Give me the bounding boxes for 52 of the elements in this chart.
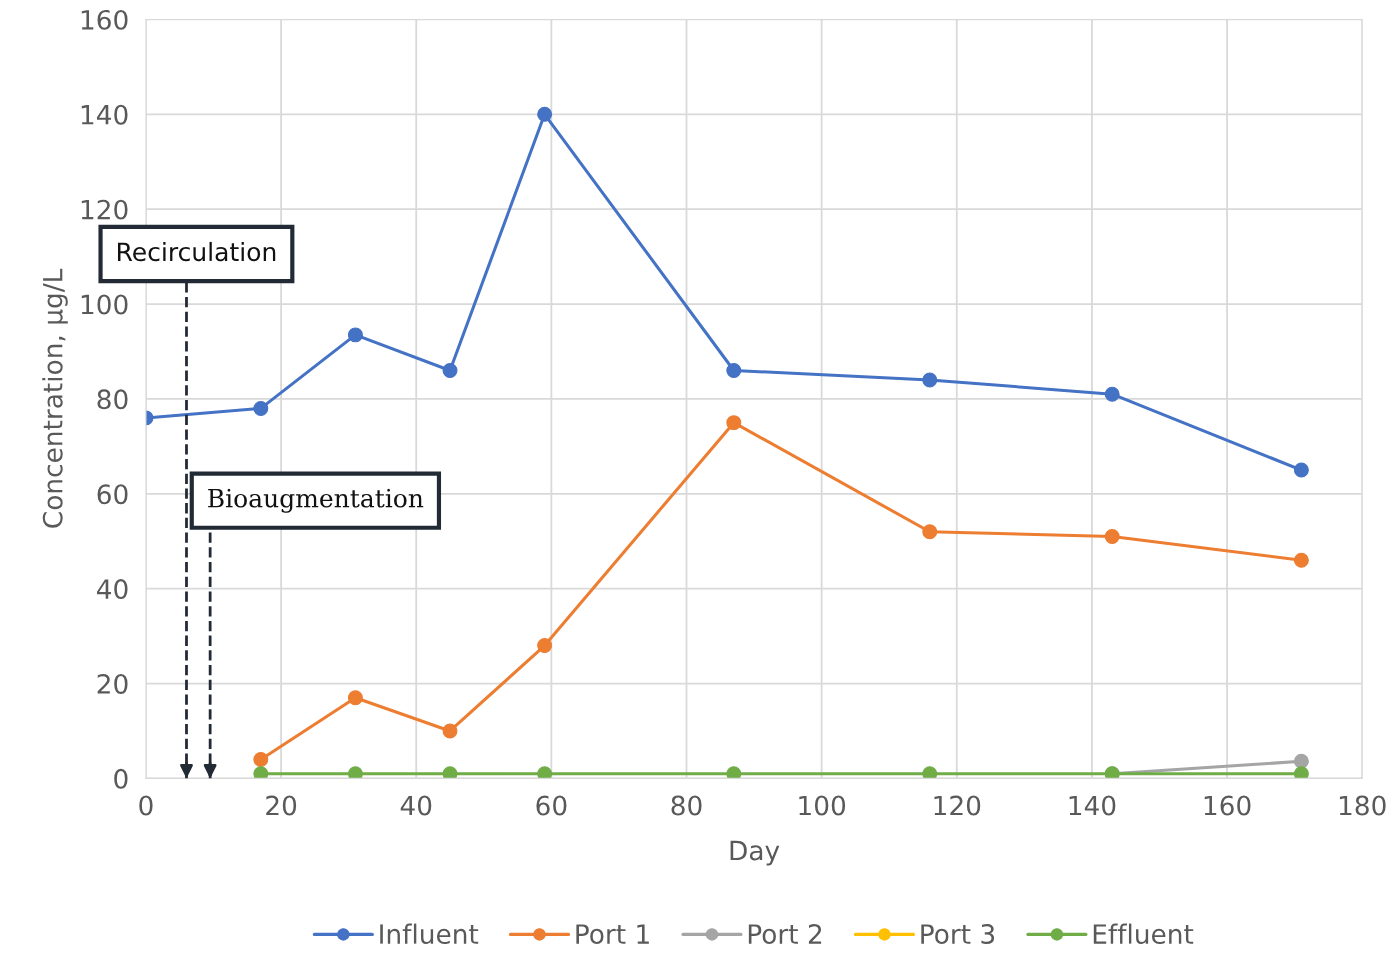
ref-line-label: Recirculation bbox=[118, 241, 276, 262]
x-axis-title: Day bbox=[730, 840, 780, 866]
y-tick-label: 120 bbox=[81, 199, 128, 220]
y-tick-label: 20 bbox=[97, 673, 128, 694]
x-tick-label: 100 bbox=[799, 795, 846, 816]
y-tick-label: 160 bbox=[81, 9, 128, 30]
point bbox=[726, 766, 742, 779]
point bbox=[253, 751, 269, 767]
point bbox=[347, 690, 363, 706]
y-tick-label: 100 bbox=[81, 294, 128, 315]
point bbox=[1293, 766, 1309, 779]
point bbox=[442, 363, 458, 378]
x-tick-label: 160 bbox=[1204, 795, 1251, 816]
x-tick-label: 60 bbox=[536, 795, 567, 816]
y-tick-label: 60 bbox=[97, 484, 128, 505]
y-tick-label: 140 bbox=[81, 104, 128, 125]
point bbox=[537, 638, 553, 654]
ref-line-label: Bioaugmentation bbox=[208, 488, 424, 513]
x-tick-label: 180 bbox=[1339, 795, 1386, 816]
point bbox=[726, 363, 742, 378]
y-tick-label: 40 bbox=[96, 579, 128, 600]
point bbox=[253, 400, 269, 416]
point bbox=[253, 766, 269, 779]
legend-label: Port 3 bbox=[921, 924, 995, 945]
point bbox=[442, 766, 458, 779]
legend-label: Port 1 bbox=[576, 924, 649, 945]
point bbox=[922, 524, 938, 540]
legend-label: Port 2 bbox=[748, 924, 822, 945]
legend-label: Influent bbox=[380, 923, 479, 945]
point bbox=[1104, 529, 1120, 544]
point bbox=[726, 415, 742, 431]
y-tick-label: 80 bbox=[97, 389, 128, 410]
point bbox=[1104, 386, 1120, 402]
x-tick-label: 40 bbox=[400, 795, 432, 816]
point bbox=[1293, 753, 1309, 769]
point bbox=[922, 372, 938, 388]
legend-label: Effluent bbox=[1093, 923, 1194, 945]
point bbox=[347, 327, 363, 343]
point bbox=[347, 766, 363, 779]
point bbox=[537, 766, 553, 779]
point bbox=[442, 723, 458, 739]
point bbox=[922, 766, 938, 779]
x-tick-label: 20 bbox=[266, 795, 297, 816]
point bbox=[1293, 462, 1309, 478]
x-tick-label: 80 bbox=[671, 795, 702, 816]
point bbox=[537, 106, 553, 122]
x-tick-label: 140 bbox=[1069, 795, 1116, 816]
y-tick-label: 0 bbox=[114, 768, 128, 789]
y-axis-title: Concentration, µg/L bbox=[42, 268, 68, 528]
point bbox=[1293, 552, 1309, 568]
x-tick-label: 0 bbox=[139, 795, 153, 816]
x-tick-label: 120 bbox=[934, 795, 981, 816]
